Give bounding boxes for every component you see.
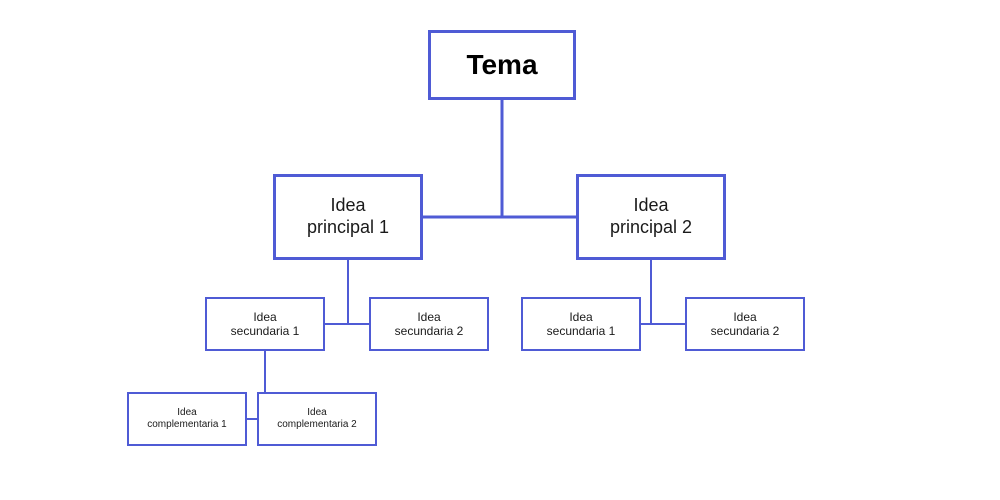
node-s2b: Ideasecundaria 2 (685, 297, 805, 351)
node-root-label: Tema (466, 48, 537, 82)
node-c2-label: Ideacomplementaria 2 (277, 407, 356, 431)
node-p2: Ideaprincipal 2 (576, 174, 726, 260)
node-c1: Ideacomplementaria 1 (127, 392, 247, 446)
node-s2a-label: Ideasecundaria 1 (547, 310, 616, 339)
node-p1: Ideaprincipal 1 (273, 174, 423, 260)
node-s1a: Ideasecundaria 1 (205, 297, 325, 351)
node-s2a: Ideasecundaria 1 (521, 297, 641, 351)
node-c1-label: Ideacomplementaria 1 (147, 407, 226, 431)
node-p1-label: Ideaprincipal 1 (307, 195, 389, 238)
node-root: Tema (428, 30, 576, 100)
node-s2b-label: Ideasecundaria 2 (711, 310, 780, 339)
node-s1b: Ideasecundaria 2 (369, 297, 489, 351)
node-c2: Ideacomplementaria 2 (257, 392, 377, 446)
node-s1b-label: Ideasecundaria 2 (395, 310, 464, 339)
node-s1a-label: Ideasecundaria 1 (231, 310, 300, 339)
node-p2-label: Ideaprincipal 2 (610, 195, 692, 238)
